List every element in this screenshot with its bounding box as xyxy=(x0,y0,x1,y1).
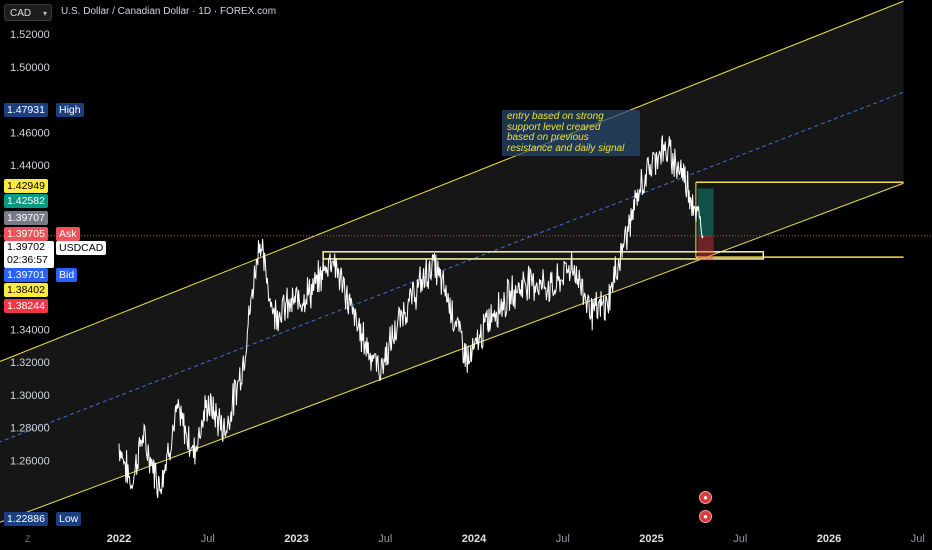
symbol-search-button[interactable]: CAD ▾ xyxy=(4,4,52,21)
flag-ca-icon[interactable]: ● xyxy=(699,491,712,504)
y-tick-label: 1.28000 xyxy=(10,423,50,435)
flag-ca-icon[interactable]: ● xyxy=(699,510,712,523)
symbol-title: U.S. Dollar / Canadian Dollar · 1D · FOR… xyxy=(61,6,277,17)
y-tick-label: 1.44000 xyxy=(10,160,50,172)
position-target-zone xyxy=(697,188,714,236)
position-stop-zone xyxy=(697,235,714,260)
ask-price-tag: 1.39705 xyxy=(4,227,48,241)
low-label: Low xyxy=(56,512,82,526)
annotation-line: entry based on strong xyxy=(507,111,604,122)
x-tick-label: 2024 xyxy=(462,533,487,545)
annotation-line: support level creared xyxy=(507,121,601,133)
bid-label: Bid xyxy=(56,268,78,282)
x-tick-label: Jul xyxy=(911,533,925,545)
target-price-tag: 1.42582 xyxy=(4,194,48,208)
bar-countdown: 02:36:57 xyxy=(7,254,48,266)
last-price-tag: 1.39702 02:36:57 xyxy=(4,241,54,268)
x-tick-label: Jul xyxy=(201,533,215,545)
last-price-value: 1.39702 xyxy=(7,241,45,253)
annotation-line: resistance and daily signal xyxy=(507,142,625,154)
y-tick-label: 1.34000 xyxy=(10,324,50,336)
y-tick-label: 1.32000 xyxy=(10,357,50,369)
support-zone-rect xyxy=(322,251,765,260)
x-tick-label: 2023 xyxy=(284,533,308,545)
timezone-z-label: Z xyxy=(25,534,31,544)
x-tick-label: 2026 xyxy=(817,533,841,545)
channel-fill xyxy=(0,1,904,523)
high-label: High xyxy=(56,103,84,117)
y-tick-label: 1.46000 xyxy=(10,127,50,139)
high-price-tag: 1.47931 xyxy=(4,103,48,117)
y-tick-label: 1.50000 xyxy=(10,62,50,74)
x-tick-label: 2022 xyxy=(107,533,131,545)
y-tick-label: 1.52000 xyxy=(10,29,50,41)
channel-upper-line xyxy=(0,0,904,362)
x-tick-label: Jul xyxy=(733,533,747,545)
stop-price-tag: 1.38244 xyxy=(4,299,48,313)
channel-mid-line xyxy=(0,91,904,443)
bid-price-tag: 1.39701 xyxy=(4,268,48,282)
resistance-price-tag: 1.42949 xyxy=(4,179,48,193)
ask-label: Ask xyxy=(56,227,80,241)
open-price-tag: 1.39707 xyxy=(4,211,48,225)
price-series-line xyxy=(118,135,704,499)
symbol-label: USDCAD xyxy=(56,241,107,255)
annotation-line: based on previous xyxy=(507,132,589,143)
y-tick-label: 1.30000 xyxy=(10,390,50,402)
y-tick-label: 1.26000 xyxy=(10,456,50,468)
x-tick-label: Jul xyxy=(378,533,392,545)
x-tick-label: 2025 xyxy=(639,533,663,545)
x-tick-label: Jul xyxy=(556,533,570,545)
trade-annotation: entry based on strong support level crea… xyxy=(502,110,640,156)
low-price-tag: 1.22886 xyxy=(4,512,48,526)
chevron-down-icon: ▾ xyxy=(42,9,47,18)
support-price-tag: 1.38402 xyxy=(4,283,48,297)
